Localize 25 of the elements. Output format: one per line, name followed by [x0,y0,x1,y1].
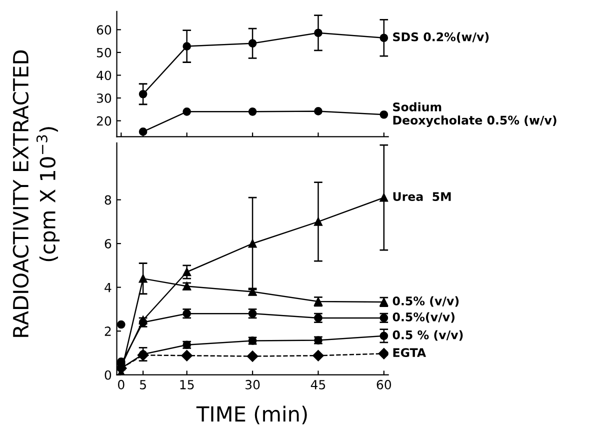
y-tick-label: 4 [104,282,112,292]
series-label: SDS 0.2%(w/v) [393,32,489,43]
x-tick-label: 60 [376,380,392,390]
y-axis-title: RADIOACTIVITY EXTRACTED (cpm X 10$^{−3}$) [12,50,60,337]
x-tick-label: 30 [246,380,260,390]
x-tick-label: 45 [310,380,326,390]
x-axis-title: TIME (min) [196,406,307,424]
y-tick-label: 40 [96,70,112,80]
y-tick-label: 2 [104,326,111,336]
y-tick-label: 6 [104,239,112,248]
series-label: Sodium Deoxycholate 0.5% (w/v) [393,102,556,127]
y-tick-label: 60 [96,25,112,35]
x-tick-label: 15 [180,380,194,390]
series-label: Urea 5M [393,192,451,202]
series-label: 0.5 % (v/v) [392,330,463,341]
series-label: 0.5% (v/v) [392,296,459,307]
y-tick-label: 0 [104,370,112,380]
x-tick-label: 0 [118,380,124,390]
series-label: EGTA [393,348,426,358]
y-tick-label: 30 [96,93,112,103]
y-tick-label: 8 [104,195,112,205]
series-label: 0.5%(v/v) [392,312,454,323]
x-tick-label: 5 [140,380,146,390]
y-tick-label: 50 [96,48,112,58]
y-tick-label: 20 [96,116,112,126]
